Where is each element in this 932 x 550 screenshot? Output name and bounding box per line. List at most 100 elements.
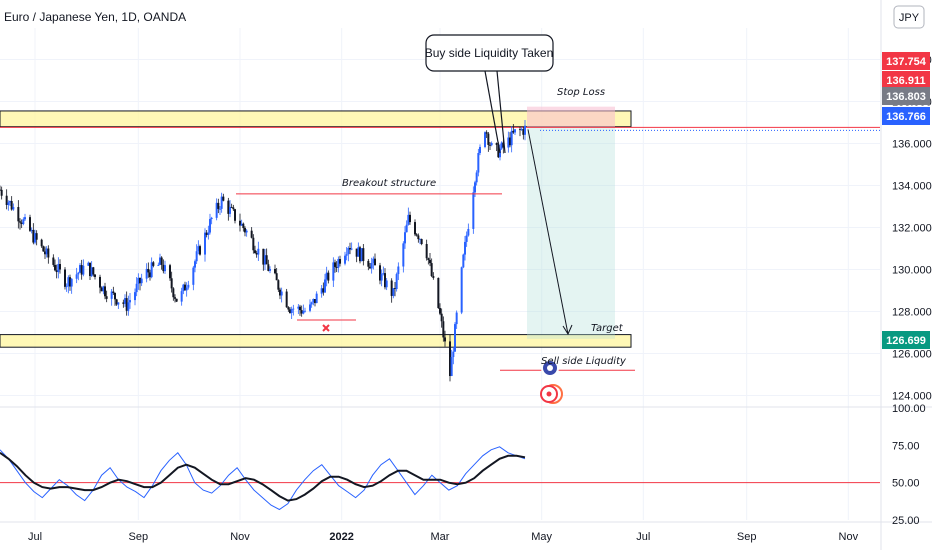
candle-body — [384, 273, 386, 288]
candle-body — [455, 312, 458, 325]
candle-body — [207, 232, 210, 235]
candle-body — [360, 248, 363, 262]
target-box — [527, 127, 615, 339]
candle-body — [129, 300, 131, 303]
arrow-head-icon — [562, 324, 573, 336]
candle-body — [339, 259, 341, 264]
target-label: Target — [591, 323, 624, 334]
candle-body — [355, 248, 358, 257]
candle-body — [82, 265, 85, 275]
candle-body — [12, 207, 15, 210]
candle-body — [287, 307, 290, 310]
candles[interactable] — [0, 120, 526, 382]
candle-body — [290, 308, 293, 313]
candle-body — [222, 196, 225, 201]
time-tick-label: Nov — [839, 531, 859, 543]
candle-body — [474, 182, 476, 193]
candle-body — [210, 217, 213, 220]
candle-body — [419, 239, 421, 240]
currency-button[interactable]: JPY — [893, 5, 925, 29]
candle-body — [432, 276, 435, 278]
candle-body — [5, 195, 8, 205]
candle-body — [407, 214, 410, 225]
candle-body — [152, 262, 155, 266]
candle-body — [105, 296, 108, 299]
candle-body — [42, 246, 45, 252]
candle-body — [472, 192, 475, 229]
candle-body — [164, 265, 166, 272]
candle-body — [267, 264, 270, 271]
candle-body — [0, 189, 1, 191]
candle-body — [264, 255, 266, 265]
rsi-tick-label: 25.00 — [892, 515, 920, 527]
candle-body — [324, 279, 326, 293]
candle-body — [20, 222, 23, 224]
candle-body — [125, 298, 128, 311]
price-badge-label: 136.803 — [886, 91, 926, 103]
candle-body — [10, 201, 13, 210]
candle-body — [45, 248, 48, 255]
candle-body — [149, 272, 151, 278]
candle-body — [345, 254, 348, 256]
candle-body — [370, 262, 373, 269]
candle-body — [397, 266, 400, 275]
candle-body — [524, 125, 526, 135]
candle-body — [414, 222, 416, 235]
candle-body — [312, 298, 315, 303]
candle-body — [92, 267, 95, 275]
price-tick-label: 128.000 — [892, 307, 932, 319]
candle-body — [204, 232, 206, 255]
candle-body — [122, 302, 125, 304]
economic-event-icon[interactable] — [541, 359, 559, 377]
grid — [0, 28, 880, 520]
candle-body — [55, 270, 58, 273]
price-badge: 136.766 — [882, 107, 930, 125]
rsi-ma-line — [0, 451, 526, 502]
candle-body — [522, 129, 525, 135]
candle-body — [484, 132, 486, 147]
rsi-tick-label: 100.00 — [892, 403, 926, 415]
zones — [0, 106, 880, 348]
candle-body — [415, 234, 418, 236]
stop-loss-label: Stop Loss — [557, 87, 605, 98]
candle-body — [54, 264, 56, 271]
candle-body — [314, 298, 316, 304]
candle-body — [187, 284, 190, 288]
candle-body — [369, 266, 371, 269]
price-tick-label: 136.000 — [892, 139, 932, 151]
rsi-tick-label: 50.00 — [892, 478, 920, 490]
candle-body — [19, 221, 21, 223]
stop-loss-box — [527, 106, 615, 128]
candle-body — [215, 202, 218, 218]
candle-body — [425, 244, 428, 259]
price-tick-label: 126.000 — [892, 349, 932, 361]
candle-body — [310, 302, 313, 305]
time-tick-label: Nov — [230, 531, 250, 543]
candle-body — [124, 298, 126, 304]
price-badge-label: 136.766 — [886, 111, 926, 123]
dividend-event-icon[interactable] — [540, 384, 563, 404]
candle-body — [157, 264, 160, 266]
candle-body — [450, 357, 453, 377]
rsi-pane[interactable] — [0, 446, 880, 511]
candle-body — [392, 288, 395, 296]
symbol-title: Euro / Japanese Yen, 1D, OANDA — [4, 10, 186, 24]
price-badge: 136.911 — [882, 71, 930, 89]
candle-body — [269, 268, 271, 271]
candle-body — [134, 292, 136, 301]
candle-body — [64, 269, 66, 287]
candle-body — [464, 241, 466, 255]
candle-body — [199, 246, 201, 255]
supply-zone — [0, 110, 632, 128]
candle-body — [230, 206, 233, 208]
candle-body — [509, 137, 511, 146]
candle-body — [420, 239, 423, 245]
price-badge: 136.803 — [882, 87, 930, 105]
liquidity-callout[interactable]: Buy side Liquidity Taken — [425, 34, 554, 72]
candle-body — [304, 310, 306, 312]
candle-body — [277, 280, 280, 290]
candle-body — [380, 273, 383, 281]
candle-body — [315, 293, 318, 304]
